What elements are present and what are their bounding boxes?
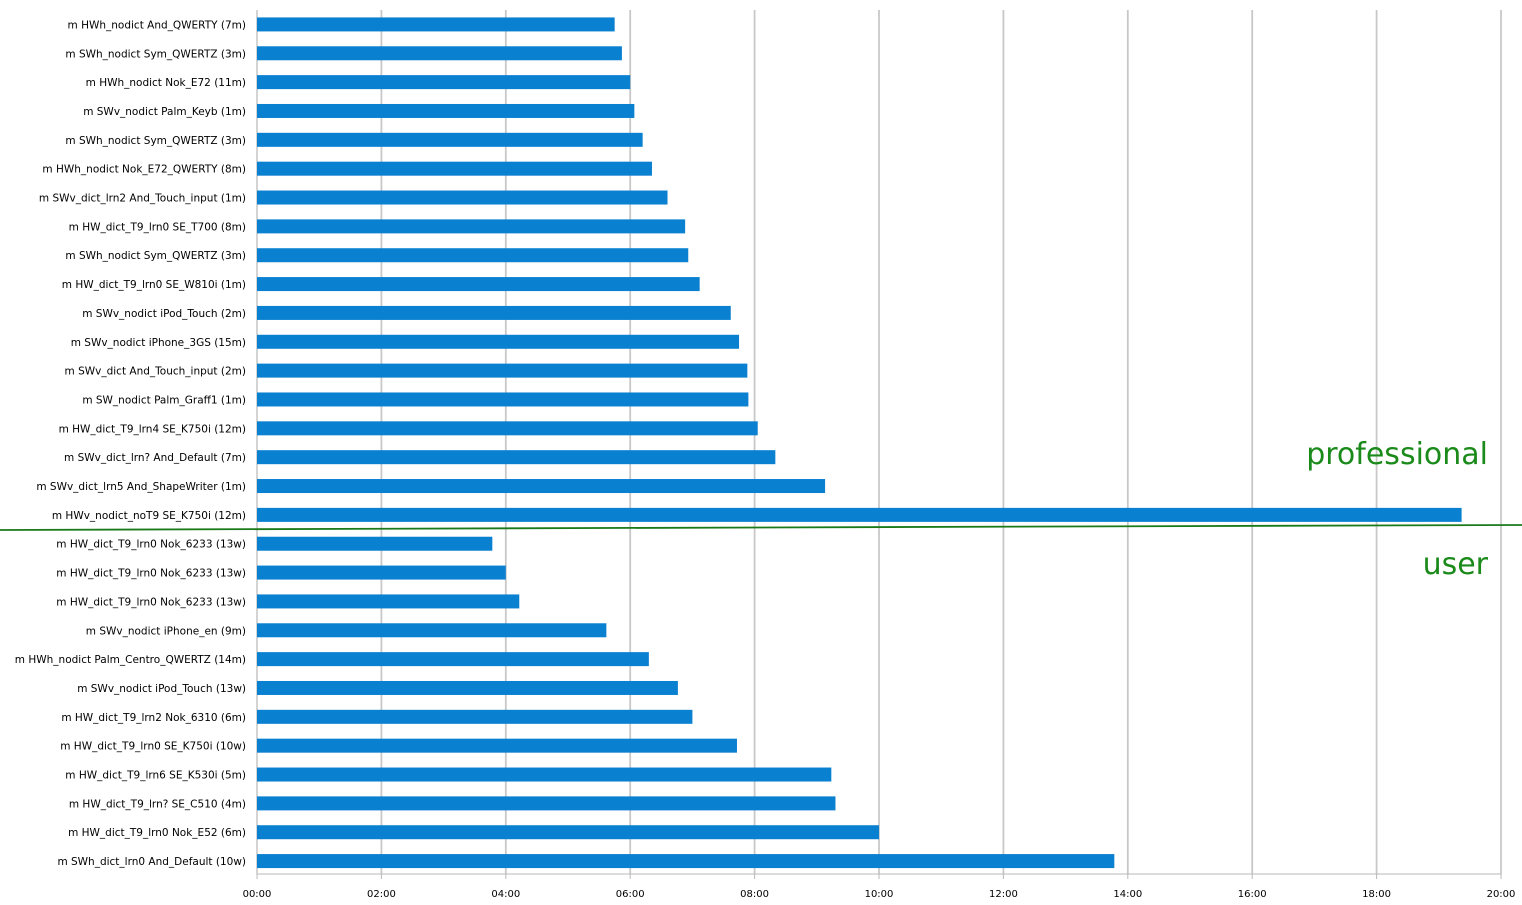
bar — [257, 825, 879, 840]
bar — [257, 796, 836, 811]
bar — [257, 479, 826, 494]
bar — [257, 46, 622, 61]
category-label: m SWv_nodict iPod_Touch (2m) — [82, 308, 246, 320]
x-tick-label: 02:00 — [367, 889, 396, 900]
x-tick-label: 04:00 — [491, 889, 520, 900]
bar — [257, 507, 1462, 522]
category-label: m HWh_nodict Palm_Centro_QWERTZ (14m) — [15, 654, 246, 666]
x-tick-label: 14:00 — [1113, 889, 1142, 900]
bar — [257, 421, 758, 436]
bar — [257, 17, 615, 32]
category-label: m HW_dict_T9_lrn? SE_C510 (4m) — [69, 798, 246, 810]
x-tick-label: 18:00 — [1362, 889, 1391, 900]
bar — [257, 680, 678, 695]
category-label: m HW_dict_T9_lrn0 SE_T700 (8m) — [69, 221, 246, 233]
bar — [257, 738, 737, 753]
category-label: m HW_dict_T9_lrn4 SE_K750i (12m) — [59, 423, 246, 435]
category-label: m SWv_dict And_Touch_input (2m) — [65, 366, 246, 378]
bar — [257, 854, 1115, 869]
x-tick-label: 12:00 — [989, 889, 1018, 900]
bar — [257, 652, 649, 667]
bar — [257, 75, 631, 90]
category-label: m HWh_nodict Nok_E72_QWERTY (8m) — [42, 164, 246, 176]
bar — [257, 161, 652, 176]
bar — [257, 219, 686, 234]
bar — [257, 103, 635, 118]
category-label: m HW_dict_T9_lrn0 SE_K750i (10w) — [60, 741, 246, 753]
bar — [257, 594, 520, 609]
bar — [257, 767, 832, 782]
bar — [257, 334, 740, 349]
category-label: m SWh_dict_lrn0 And_Default (10w) — [57, 856, 246, 868]
category-label: m SWv_nodict iPhone_3GS (15m) — [71, 337, 246, 349]
category-label: m SW_nodict Palm_Graff1 (1m) — [82, 394, 246, 406]
category-label: m HW_dict_T9_lrn0 Nok_6233 (13w) — [56, 596, 246, 608]
category-labels: m HWh_nodict And_QWERTY (7m) m SWh_nodict… — [15, 19, 246, 868]
bar — [257, 565, 506, 580]
bar — [257, 623, 607, 638]
bars — [257, 17, 1462, 869]
x-tick-labels: 00:00 02:00 04:00 06:00 08:00 10:00 12:00 14:00… — [243, 889, 1516, 900]
category-label: m HWh_nodict Nok_E72 (11m) — [86, 77, 246, 89]
x-tick-label: 08:00 — [740, 889, 769, 900]
category-label: m HW_dict_T9_lrn0 Nok_6233 (13w) — [56, 568, 246, 580]
category-label: m HW_dict_T9_lrn0 Nok_6233 (13w) — [56, 539, 246, 551]
category-label: m HWh_nodict And_QWERTY (7m) — [68, 19, 246, 31]
bar — [257, 450, 776, 465]
bar — [257, 305, 731, 320]
bar — [257, 190, 668, 205]
x-tick-label: 06:00 — [616, 889, 645, 900]
category-label: m HW_dict_T9_lrn2 Nok_6310 (6m) — [61, 712, 246, 724]
annotation-user: user — [1423, 547, 1489, 582]
x-tick-label: 00:00 — [243, 889, 272, 900]
x-tick-label: 16:00 — [1238, 889, 1267, 900]
bar — [257, 132, 643, 147]
bar — [257, 536, 493, 551]
category-label: m SWv_dict_lrn? And_Default (7m) — [64, 452, 246, 464]
grid-lines — [256, 10, 1502, 879]
x-tick-label: 10:00 — [865, 889, 894, 900]
category-label: m HW_dict_T9_lrn6 SE_K530i (5m) — [65, 770, 246, 782]
bar — [257, 363, 748, 378]
category-label: m SWh_nodict Sym_QWERTZ (3m) — [65, 48, 246, 60]
bar — [257, 392, 749, 407]
bar — [257, 277, 700, 292]
group-separator-line — [0, 524, 1522, 531]
category-label: m SWv_nodict iPod_Touch (13w) — [77, 683, 246, 695]
category-label: m SWh_nodict Sym_QWERTZ (3m) — [65, 135, 246, 147]
category-label: m SWh_nodict Sym_QWERTZ (3m) — [65, 250, 246, 262]
bar — [257, 248, 689, 263]
category-label: m SWv_dict_lrn2 And_Touch_input (1m) — [39, 193, 246, 205]
category-label: m SWv_nodict Palm_Keyb (1m) — [83, 106, 246, 118]
category-label: m HW_dict_T9_lrn0 SE_W810i (1m) — [62, 279, 246, 291]
annotation-professional: professional — [1306, 437, 1488, 472]
x-tick-label: 20:00 — [1487, 889, 1516, 900]
category-label: m SWv_nodict iPhone_en (9m) — [86, 625, 246, 637]
category-label: m HW_dict_T9_lrn0 Nok_E52 (6m) — [68, 827, 246, 839]
bar — [257, 709, 693, 724]
category-label: m SWv_dict_lrn5 And_ShapeWriter (1m) — [36, 481, 246, 493]
category-label: m HWv_nodict_noT9 SE_K750i (12m) — [52, 510, 246, 522]
